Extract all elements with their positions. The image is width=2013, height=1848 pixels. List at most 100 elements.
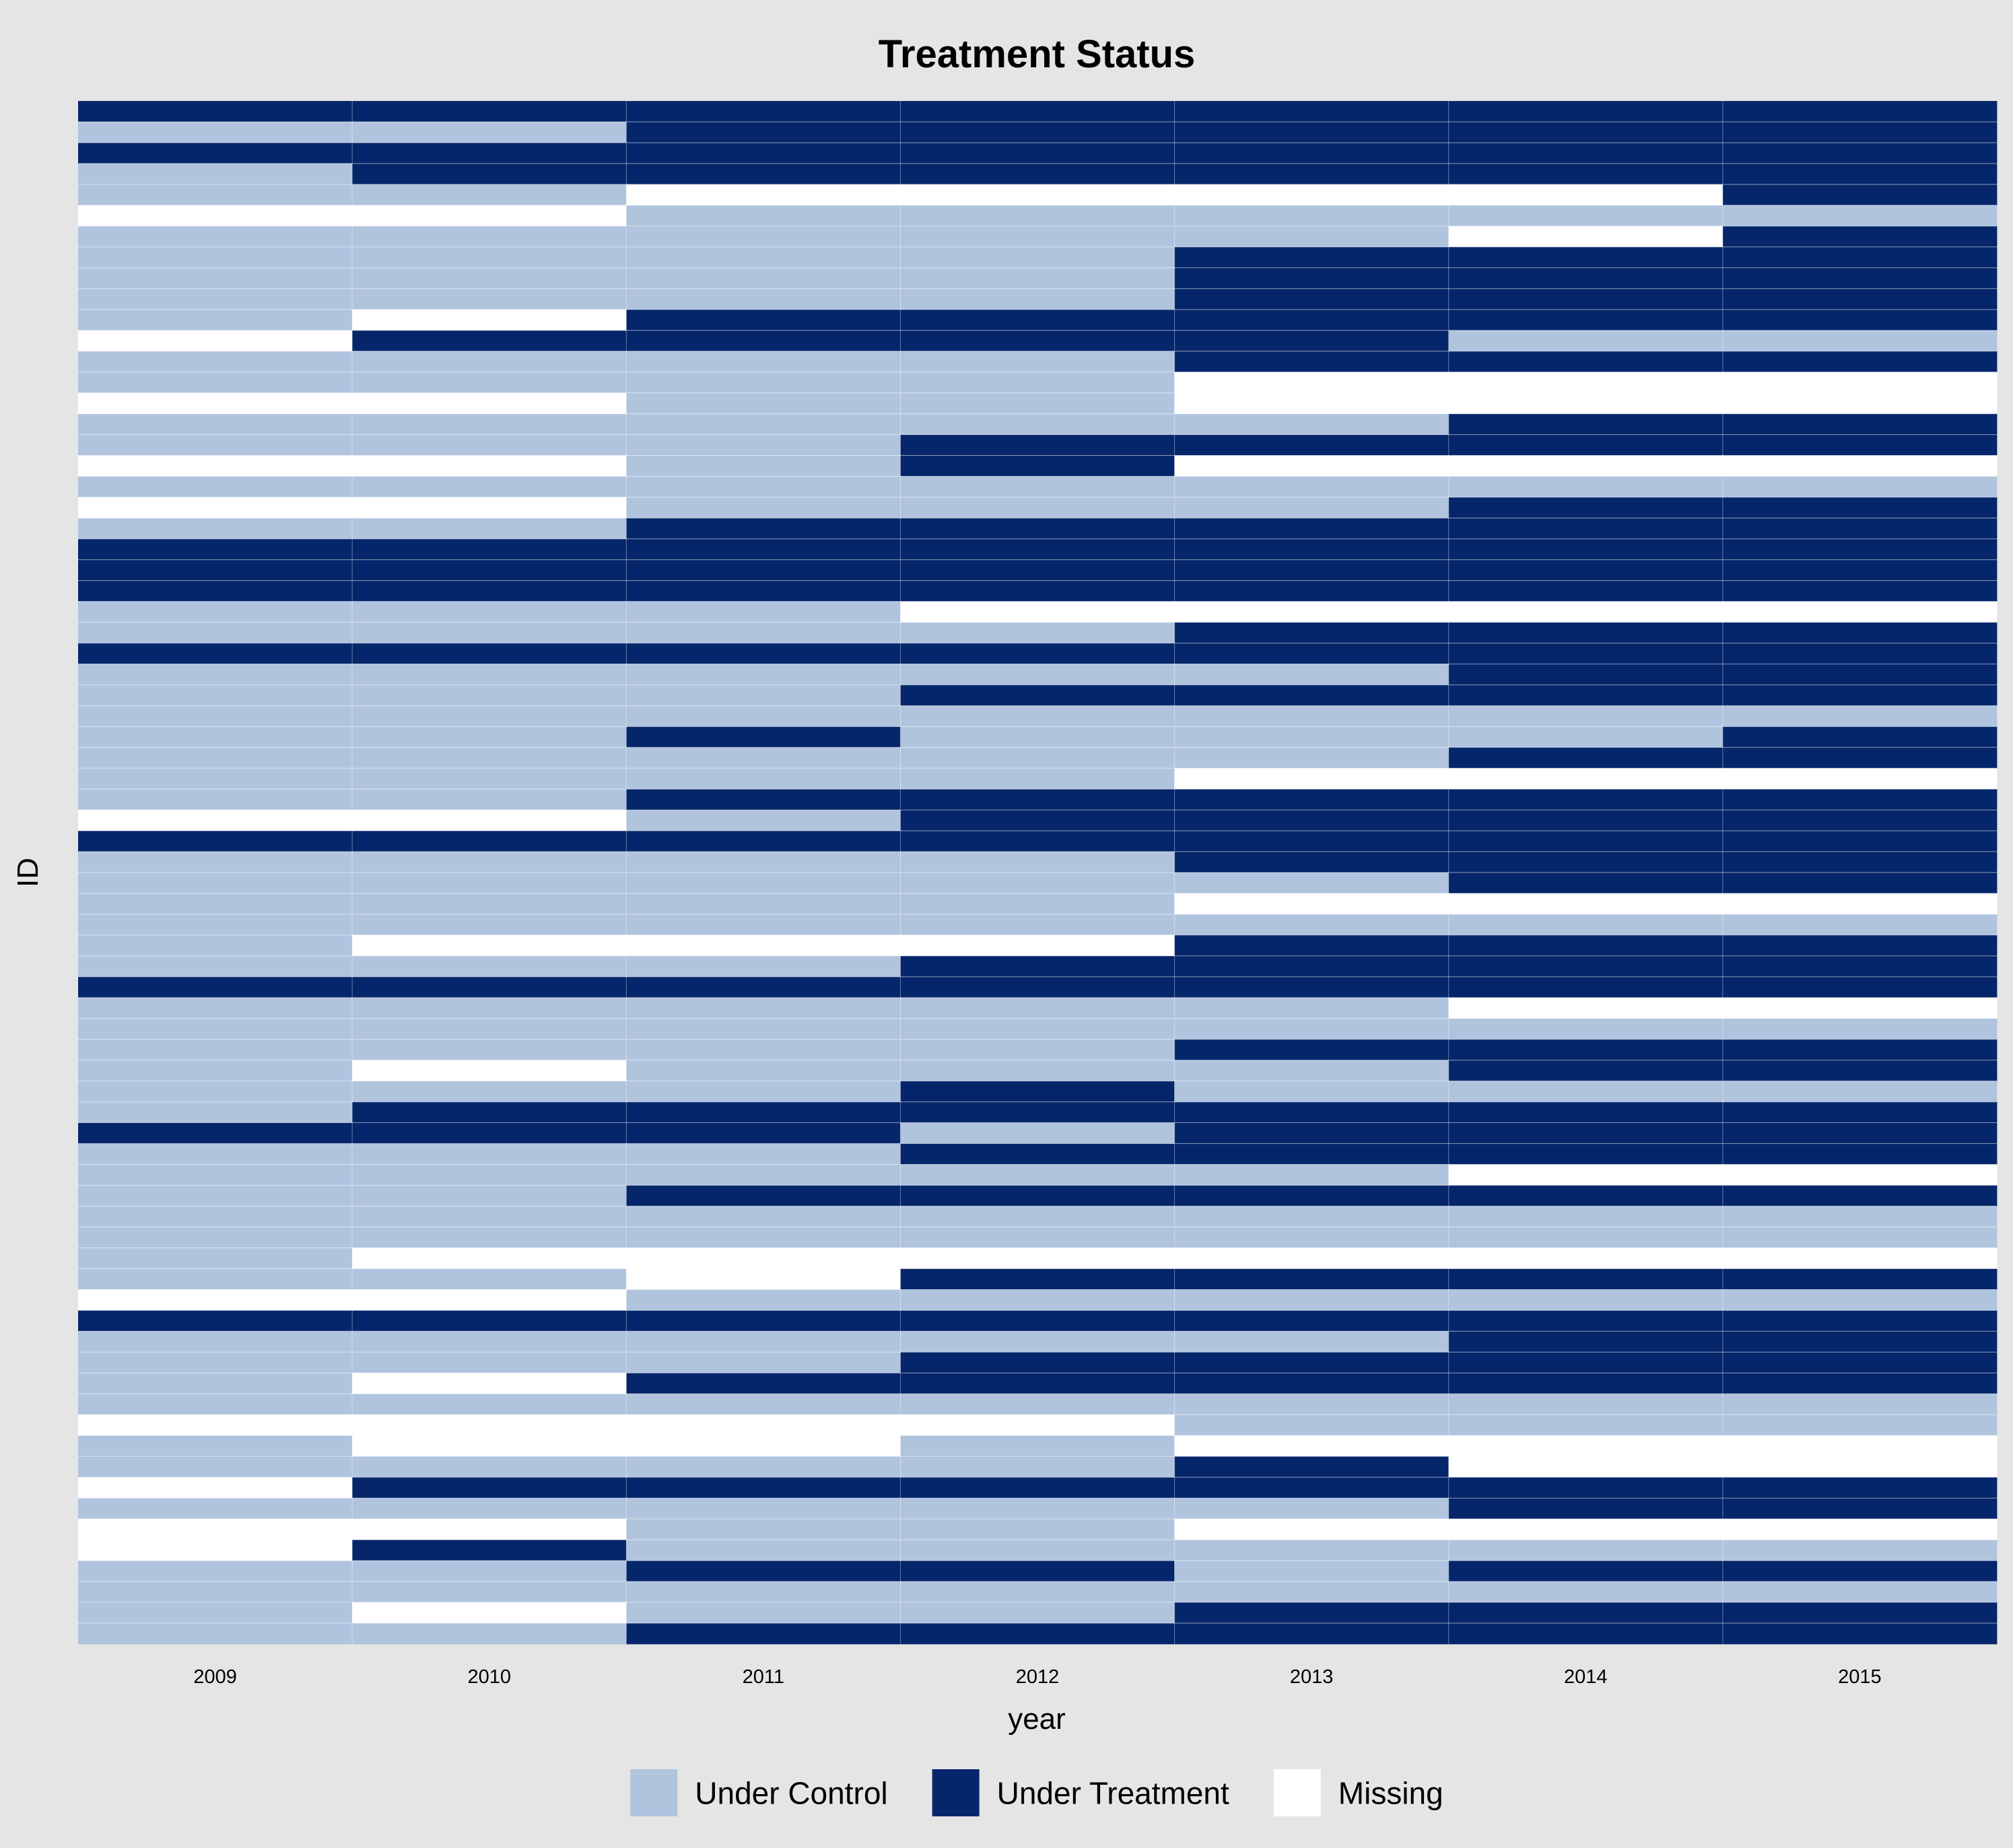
- heatmap-cell: [1174, 810, 1449, 831]
- heatmap-cell: [1448, 1101, 1724, 1124]
- heatmap-cell: [1448, 559, 1724, 581]
- heatmap-cell: [78, 1060, 353, 1082]
- heatmap-cell: [352, 1519, 627, 1540]
- heatmap-cell: [78, 1227, 353, 1248]
- heatmap-cell: [900, 1602, 1175, 1624]
- heatmap-cell: [1448, 1039, 1724, 1061]
- heatmap-cell: [78, 706, 353, 727]
- heatmap-cell: [1722, 1352, 1998, 1373]
- x-tick-label: 2011: [743, 1666, 784, 1688]
- heatmap-cell: [1448, 121, 1724, 143]
- heatmap-cell: [1174, 267, 1449, 289]
- heatmap-cell: [1174, 163, 1449, 185]
- heatmap-cell: [78, 101, 353, 123]
- heatmap-cell: [900, 455, 1175, 477]
- heatmap-cell: [1722, 1602, 1998, 1624]
- heatmap-cell: [626, 372, 901, 394]
- heatmap-cell: [1174, 1122, 1449, 1144]
- heatmap-cell: [1448, 1414, 1724, 1436]
- heatmap-cell: [352, 601, 627, 623]
- heatmap-cell: [78, 1081, 353, 1103]
- heatmap-cell: [1448, 685, 1724, 706]
- heatmap-cell: [1174, 1101, 1449, 1124]
- heatmap-cell: [900, 706, 1175, 727]
- heatmap-cell: [1174, 1394, 1449, 1415]
- heatmap-cell: [1722, 1122, 1998, 1144]
- heatmap-cell: [626, 1268, 901, 1290]
- x-tick-label: 2009: [193, 1666, 237, 1688]
- heatmap-cell: [1448, 1081, 1724, 1103]
- heatmap-cell: [1174, 1289, 1449, 1311]
- heatmap-cell: [900, 1435, 1175, 1457]
- heatmap-cell: [900, 1394, 1175, 1415]
- heatmap-cell: [1448, 434, 1724, 456]
- heatmap-cell: [1174, 413, 1449, 435]
- heatmap-cell: [352, 309, 627, 331]
- heatmap-cell: [1174, 1540, 1449, 1561]
- heatmap-cell: [626, 497, 901, 518]
- heatmap-cell: [78, 1268, 353, 1290]
- heatmap-cell: [352, 1602, 627, 1624]
- heatmap-cell: [352, 1331, 627, 1353]
- heatmap-cell: [1722, 1435, 1998, 1457]
- heatmap-cell: [1722, 1519, 1998, 1540]
- heatmap-cell: [626, 893, 901, 915]
- heatmap-cell: [1722, 497, 1998, 518]
- heatmap-cell: [626, 476, 901, 498]
- heatmap-cell: [1722, 539, 1998, 560]
- legend-label: Under Treatment: [997, 1776, 1229, 1811]
- heatmap-cell: [1722, 726, 1998, 748]
- heatmap-cell: [1722, 163, 1998, 185]
- heatmap-cell: [900, 726, 1175, 748]
- heatmap-cell: [1174, 1081, 1449, 1103]
- heatmap-cell: [626, 622, 901, 644]
- heatmap-cell: [1448, 872, 1724, 894]
- heatmap-cell: [1174, 1477, 1449, 1499]
- heatmap-cell: [626, 1561, 901, 1582]
- heatmap-cell: [900, 893, 1175, 915]
- heatmap-cell: [900, 1352, 1175, 1373]
- heatmap-cell: [1448, 643, 1724, 664]
- heatmap-cell: [900, 184, 1175, 206]
- heatmap-cell: [900, 1581, 1175, 1603]
- heatmap-cell: [78, 1143, 353, 1165]
- heatmap-cell: [352, 1227, 627, 1248]
- heatmap-cell: [626, 1456, 901, 1478]
- heatmap-cell: [1722, 1289, 1998, 1311]
- heatmap-cell: [78, 601, 353, 623]
- heatmap-cell: [352, 288, 627, 310]
- heatmap-cell: [626, 1498, 901, 1519]
- heatmap-cell: [352, 1414, 627, 1436]
- heatmap-cell: [1174, 976, 1449, 998]
- heatmap-cell: [1448, 1373, 1724, 1394]
- heatmap-cell: [352, 1206, 627, 1227]
- heatmap-cell: [1722, 852, 1998, 873]
- heatmap-cell: [626, 831, 901, 852]
- heatmap-cell: [352, 1561, 627, 1582]
- heatmap-cell: [900, 1185, 1175, 1206]
- heatmap-cell: [78, 267, 353, 289]
- heatmap-cell: [1174, 622, 1449, 644]
- legend-label: Under Control: [695, 1776, 887, 1811]
- heatmap-cell: [900, 413, 1175, 435]
- heatmap-cell: [352, 1394, 627, 1415]
- heatmap-cell: [78, 1122, 353, 1144]
- heatmap-cell: [626, 351, 901, 373]
- heatmap-cell: [626, 1373, 901, 1394]
- heatmap-cell: [1174, 580, 1449, 602]
- heatmap-cell: [1174, 1352, 1449, 1373]
- heatmap-cell: [352, 1373, 627, 1394]
- heatmap-cell: [78, 872, 353, 894]
- heatmap-cell: [1448, 1310, 1724, 1332]
- heatmap-cell: [900, 121, 1175, 143]
- heatmap-cell: [1722, 1561, 1998, 1582]
- heatmap-cell: [78, 497, 353, 518]
- heatmap-cell: [1722, 288, 1998, 310]
- heatmap-cell: [78, 852, 353, 873]
- heatmap-cell: [626, 559, 901, 581]
- legend-swatch: [630, 1769, 678, 1816]
- heatmap-cell: [626, 726, 901, 748]
- heatmap-cell: [1448, 351, 1724, 373]
- heatmap-cell: [1174, 706, 1449, 727]
